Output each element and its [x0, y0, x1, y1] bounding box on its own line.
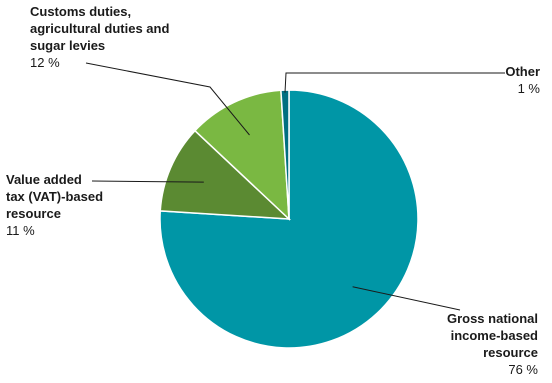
slice-label-customs-line-1: Customs duties,	[30, 4, 131, 19]
slice-label-gni-line-3: resource	[483, 345, 538, 360]
slice-label-vat-line-1: Value added	[6, 172, 82, 187]
slice-label-gni-line-2: income-based	[451, 328, 538, 343]
slice-label-vat-line-2: tax (VAT)-based	[6, 189, 103, 204]
slice-percent-customs: 12 %	[30, 55, 60, 70]
slice-label-customs-line-2: agricultural duties and	[30, 21, 169, 36]
leader-lines	[85, 62, 505, 311]
slice-label-vat-line-3: resource	[6, 206, 61, 221]
leader-line-gni	[352, 286, 461, 311]
slice-label-customs-line-3: sugar levies	[30, 38, 105, 53]
slice-percent-vat: 11 %	[6, 223, 35, 238]
pie-slice-customs	[193, 89, 290, 221]
pie-slice-vat	[159, 129, 292, 220]
pie-slices	[159, 89, 419, 349]
leader-line-vat	[91, 180, 204, 183]
slice-label-gni-line-1: Gross national	[447, 311, 538, 326]
leader-line-customs	[85, 62, 250, 136]
leader-line-other	[284, 72, 505, 93]
slice-percent-gni: 76 %	[508, 362, 538, 377]
pie-slice-gni	[159, 89, 419, 349]
slice-label-other: Other	[505, 64, 540, 79]
slice-percent-other: 1 %	[518, 81, 541, 96]
